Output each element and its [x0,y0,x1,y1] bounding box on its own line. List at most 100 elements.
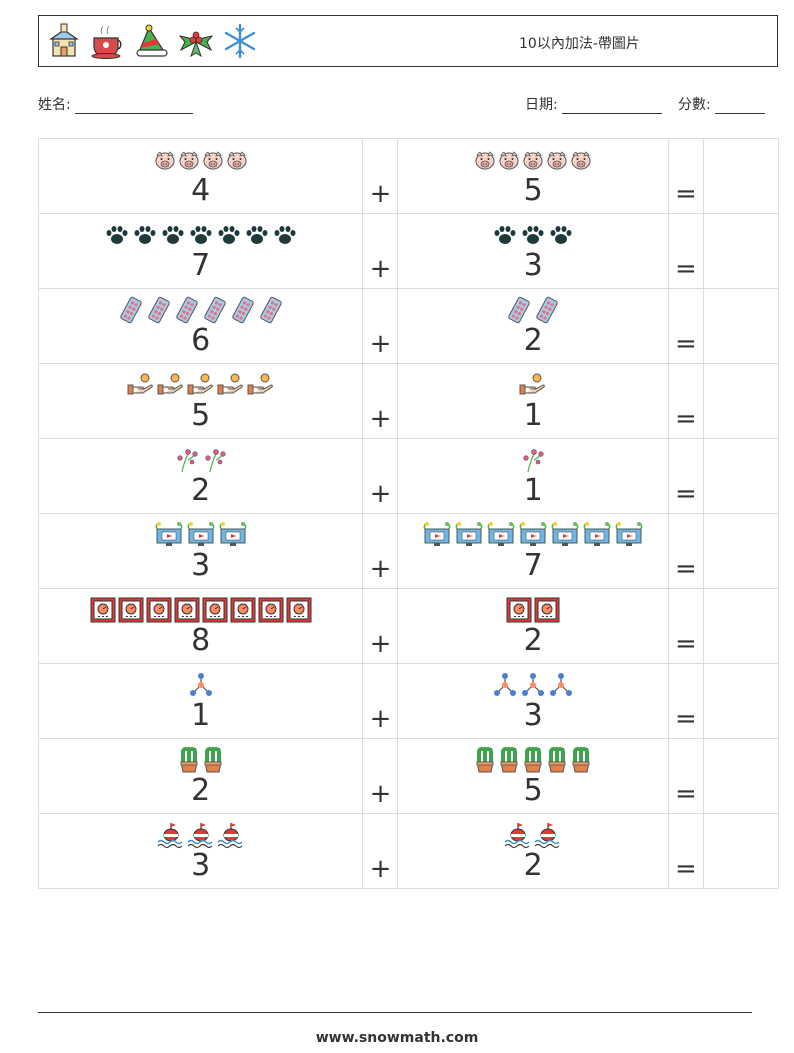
operand-number-b: 1 [523,473,543,508]
equals-cell: = [667,213,704,289]
problem-row: 2 +1 = [37,438,780,514]
monitor-plant-icon [518,522,548,548]
operand-cell-b: 5 [397,138,669,214]
buoy-icon [534,821,562,849]
picture-count-a [39,295,362,325]
flower-sprig-icon [520,446,546,474]
footer-url: www.snowmath.com [315,1030,479,1046]
plus-cell: + [362,663,399,739]
operand-number-a: 3 [191,548,211,583]
equals-sign: = [674,254,697,284]
equals-cell: = [667,438,704,514]
paw-icon [132,224,158,246]
cactus-pot-icon [522,746,544,774]
cactus-pot-icon [498,746,520,774]
score-blank[interactable] [714,99,765,114]
answer-box[interactable] [702,288,780,364]
picture-count-b [398,745,667,775]
network-icon [188,671,214,699]
answer-box[interactable] [702,363,780,439]
picture-count-b [398,370,667,400]
safe-box-icon [90,597,116,623]
paw-icon [216,224,242,246]
paw-icon [272,224,298,246]
name-blank[interactable] [74,99,193,114]
picture-count-b [398,820,667,850]
operand-cell-b: 2 [397,288,669,364]
equals-sign: = [674,404,697,434]
answer-box[interactable] [702,138,780,214]
operand-number-a: 5 [191,398,211,433]
paw-icon [104,224,130,246]
operand-cell-a: 1 [37,663,364,739]
operand-cell-a: 7 [37,213,364,289]
monitor-plant-icon [550,522,580,548]
problem-row: 1 +3 = [37,663,780,739]
picture-count-a [39,670,362,700]
plus-cell: + [362,213,399,289]
date-field: 日期: [525,94,662,114]
equals-cell: = [667,363,704,439]
picture-count-b [398,295,667,325]
plus-cell: + [362,813,399,889]
operand-cell-b: 3 [397,663,669,739]
pig-icon [546,149,568,171]
operand-cell-b: 3 [397,213,669,289]
operand-number-a: 4 [191,173,211,208]
answer-box[interactable] [702,438,780,514]
pill-pack-icon [174,295,200,325]
name-label: 姓名: [38,97,71,113]
santa-hat-icon [133,22,171,60]
equals-cell: = [667,288,704,364]
problem-row: 3 +7 = [37,513,780,589]
answer-box[interactable] [702,738,780,814]
plus-cell: + [362,513,399,589]
network-icon [548,671,574,699]
cactus-pot-icon [474,746,496,774]
worksheet-header: 10以內加法-帶圖片 [38,15,778,67]
safe-box-icon [534,597,560,623]
equals-sign: = [674,179,697,209]
plus-sign: + [369,704,392,734]
monitor-plant-icon [614,522,644,548]
picture-count-b [398,220,667,250]
picture-count-b [398,145,667,175]
cactus-pot-icon [546,746,568,774]
operand-cell-b: 7 [397,513,669,589]
answer-box[interactable] [702,663,780,739]
operand-cell-a: 2 [37,438,364,514]
answer-box[interactable] [702,813,780,889]
operand-number-a: 7 [191,248,211,283]
operand-cell-a: 8 [37,588,364,664]
operand-number-b: 3 [523,698,543,733]
plus-sign: + [369,479,392,509]
network-icon [492,671,518,699]
hand-coin-icon [157,373,185,397]
pig-icon [178,149,200,171]
pig-icon [474,149,496,171]
answer-box[interactable] [702,513,780,589]
tea-cup-icon [89,22,127,60]
plus-sign: + [369,554,392,584]
equals-sign: = [674,479,697,509]
equals-sign: = [674,554,697,584]
answer-box[interactable] [702,213,780,289]
operand-number-a: 2 [191,773,211,808]
pig-icon [154,149,176,171]
buoy-icon [157,821,185,849]
operand-number-a: 8 [191,623,211,658]
church-icon [45,22,83,60]
picture-count-a [39,370,362,400]
holly-icon [177,22,215,60]
equals-cell: = [667,588,704,664]
plus-sign: + [369,854,392,884]
date-blank[interactable] [561,99,662,114]
answer-box[interactable] [702,588,780,664]
picture-count-a [39,595,362,625]
pill-pack-icon [506,295,532,325]
problem-row: 2 +5 = [37,738,780,814]
paw-icon [188,224,214,246]
pill-pack-icon [258,295,284,325]
pill-pack-icon [202,295,228,325]
operand-number-b: 1 [523,398,543,433]
